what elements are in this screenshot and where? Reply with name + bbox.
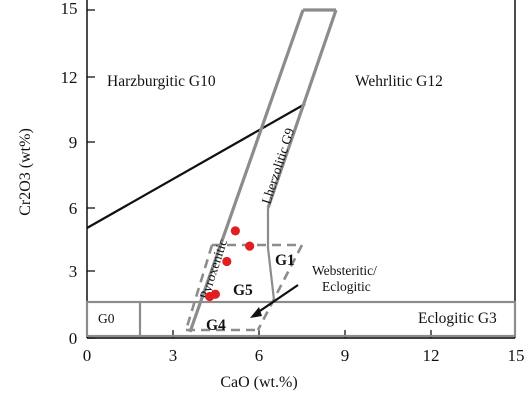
y-tick-label-15: 15 [61, 0, 78, 18]
y-axis-title: Cr2O3 (wt%) [17, 128, 34, 216]
x-tick-label-9: 9 [341, 346, 350, 365]
g5-label: G5 [233, 282, 253, 299]
g4-label: G4 [206, 317, 226, 334]
plot-frame [86, 0, 516, 339]
y-tick-label-3: 3 [69, 262, 78, 281]
x-tick-label-15: 15 [508, 346, 525, 365]
lherzolite-lower-boundary [266, 208, 276, 301]
pointer-arrowhead-icon [250, 307, 262, 318]
lherzolitic-label: Lherzolitic G9 [259, 126, 298, 206]
eclogitic-field-box [85, 300, 517, 338]
eclogitic-label: Eclogitic G3 [418, 310, 497, 327]
sample-points [205, 226, 255, 302]
harzburgitic-label: Harzburgitic G10 [107, 73, 216, 90]
websteritic-pointer-line [253, 284, 299, 316]
y-tick-label-12: 12 [61, 68, 78, 87]
lherzolite-band-left-boundary [188, 9, 305, 333]
y-tick-label-6: 6 [69, 199, 78, 218]
x-tick-label-0: 0 [83, 346, 92, 365]
lherzolite-band-right-boundary [266, 9, 338, 209]
y-ticks: 0 3 6 9 12 15 [61, 0, 95, 348]
websteritic-right-dashed [256, 244, 304, 331]
websteritic-label-line1: Websteritic/ [312, 263, 377, 278]
websteritic-label-line2: Eclogitic [322, 279, 371, 294]
harzburgite-lherzolite-divider [86, 103, 306, 229]
g0-label: G0 [98, 311, 115, 326]
eclogitic-box [85, 300, 517, 338]
x-tick-label-3: 3 [169, 346, 178, 365]
sample-point [245, 241, 255, 251]
websteritic-field [184, 243, 304, 332]
sample-point [230, 226, 240, 236]
sample-point [205, 291, 215, 302]
x-axis-title: CaO (wt.%) [220, 374, 297, 391]
wehrlitic-label: Wehrlitic G12 [355, 73, 443, 90]
x-tick-label-6: 6 [255, 346, 264, 365]
y-tick-label-9: 9 [69, 133, 78, 152]
sample-point [222, 256, 232, 267]
x-tick-label-12: 12 [423, 346, 440, 365]
y-tick-label-0: 0 [69, 329, 78, 348]
g1-label: G1 [275, 252, 295, 269]
